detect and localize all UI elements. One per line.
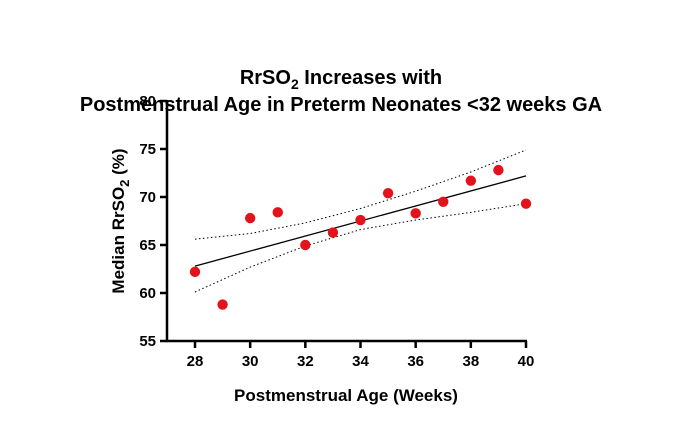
y-tick-label: 70 [139, 189, 156, 206]
x-tick-label: 30 [242, 353, 259, 370]
data-point [327, 227, 339, 238]
x-tick-label: 38 [462, 353, 479, 370]
data-point [465, 175, 477, 186]
data-point [244, 212, 256, 224]
plot-area: 55 60 65 70 75 80 28 30 32 34 36 38 40 [139, 93, 534, 370]
x-tick-label: 28 [187, 353, 204, 370]
chart-title-line-1: RrSO2 Increases with [240, 67, 442, 92]
chart-title-line-2: Postmenstrual Age in Preterm Neonates <3… [80, 94, 602, 116]
data-point [410, 208, 421, 219]
x-tick-label: 36 [407, 353, 424, 370]
data-point [272, 207, 283, 218]
data-point [217, 299, 228, 310]
y-tick-label: 80 [139, 93, 156, 110]
y-tick-label: 60 [139, 285, 156, 302]
data-point [520, 198, 532, 209]
data-point [189, 266, 201, 278]
x-tick-label: 32 [297, 353, 314, 370]
x-axis-title: Postmenstrual Age (Weeks) [234, 386, 458, 405]
data-point [493, 164, 504, 176]
confidence-band-upper [194, 149, 527, 240]
y-tick-label: 65 [139, 237, 156, 254]
y-axis-title: Median RrSO2 (%) [109, 148, 132, 293]
data-point [300, 239, 311, 251]
x-tick-label: 40 [518, 353, 535, 370]
data-point [355, 214, 366, 226]
x-tick-label: 34 [352, 353, 369, 370]
y-tick-label: 55 [139, 333, 156, 350]
y-tick-label: 75 [139, 141, 156, 158]
confidence-band-lower [194, 203, 527, 293]
data-point [438, 196, 449, 207]
data-point [382, 187, 394, 199]
